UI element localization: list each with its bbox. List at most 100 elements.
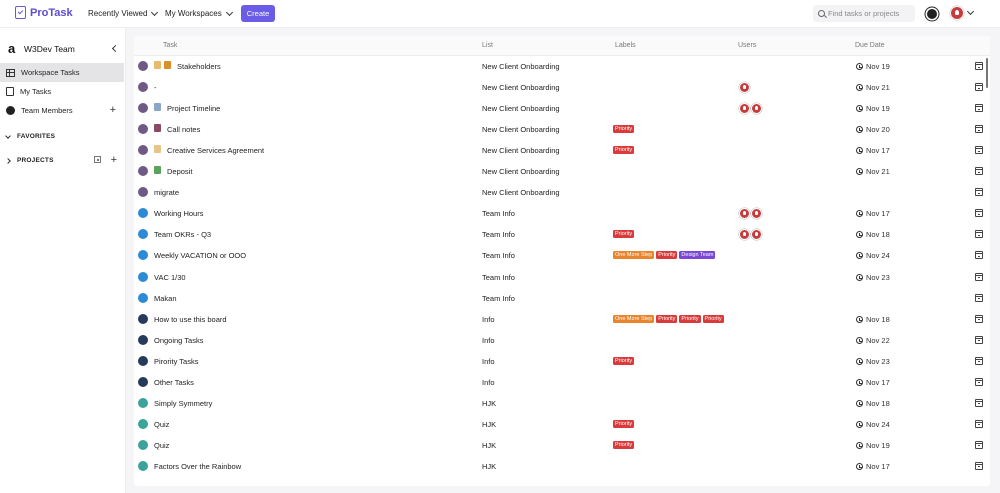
column-header-labels[interactable]: Labels (615, 42, 636, 49)
table-row[interactable]: Other Tasks Info Nov 17 (134, 372, 990, 393)
my-workspaces-dropdown[interactable]: My Workspaces (165, 8, 233, 18)
status-circle-icon[interactable] (138, 271, 148, 282)
projects-section[interactable]: PROJECTS (5, 157, 54, 164)
scrollbar[interactable] (986, 58, 988, 88)
status-circle-icon[interactable] (138, 355, 148, 366)
archive-icon[interactable] (975, 62, 983, 70)
task-name[interactable]: Pirority Tasks (154, 356, 199, 366)
recently-viewed-dropdown[interactable]: Recently Viewed (88, 8, 159, 18)
task-name[interactable]: Quiz (154, 419, 170, 429)
archive-icon[interactable] (975, 125, 983, 134)
status-circle-icon[interactable] (138, 103, 148, 114)
archive-icon[interactable] (975, 377, 983, 386)
status-circle-icon[interactable] (138, 166, 148, 177)
status-circle-icon[interactable] (138, 334, 148, 345)
status-circle-icon[interactable] (138, 460, 148, 471)
table-row[interactable]: Quiz HJK Priority Nov 19 (134, 435, 990, 456)
task-name[interactable]: Ongoing Tasks (154, 335, 204, 345)
label-badge[interactable]: One More Step (613, 251, 655, 260)
table-row[interactable]: Simply Symmetry HJK Nov 18 (134, 393, 990, 414)
table-row[interactable]: Project Timeline New Client Onboarding Nov… (134, 98, 990, 119)
table-row[interactable]: Factors Over the Rainbow HJK Nov 17 (134, 456, 990, 477)
favorites-section[interactable]: FAVORITES (5, 132, 55, 140)
label-badge[interactable]: Priority (613, 146, 635, 155)
due-date[interactable]: Nov 24 (856, 251, 890, 260)
archive-icon[interactable] (975, 188, 983, 197)
task-name[interactable]: migrate (154, 188, 180, 198)
search-input[interactable] (828, 9, 918, 18)
archive-icon[interactable] (975, 293, 983, 302)
due-date[interactable]: Nov 19 (856, 441, 890, 450)
status-circle-icon[interactable] (138, 187, 148, 198)
task-name[interactable]: Quiz (154, 440, 170, 450)
task-name[interactable]: - (154, 83, 157, 93)
due-date[interactable]: Nov 19 (856, 104, 890, 113)
due-date[interactable]: Nov 23 (856, 273, 890, 282)
due-date[interactable]: Nov 17 (856, 462, 890, 471)
create-button[interactable]: Create (241, 5, 275, 22)
due-date[interactable]: Nov 18 (856, 315, 890, 324)
table-row[interactable]: Call notes New Client Onboarding Priority N… (134, 119, 990, 140)
status-circle-icon[interactable] (138, 229, 148, 240)
archive-icon[interactable] (975, 104, 983, 113)
sidebar-item-team-members[interactable]: Team Members + (0, 101, 124, 120)
task-name[interactable]: Team OKRs - Q3 (154, 230, 212, 240)
status-circle-icon[interactable] (138, 397, 148, 408)
archive-icon[interactable] (975, 335, 983, 344)
avatar[interactable] (751, 229, 762, 241)
table-row[interactable]: Weekly VACATION or OOO Team Info One More … (134, 245, 990, 266)
sidebar-item-workspace-tasks[interactable]: Workspace Tasks (0, 63, 124, 82)
label-badge[interactable]: Priority (613, 356, 635, 365)
table-row[interactable]: Ongoing Tasks Info Nov 22 (134, 330, 990, 351)
task-name[interactable]: Simply Symmetry (154, 398, 213, 408)
due-date[interactable]: Nov 17 (856, 209, 890, 218)
due-date[interactable]: Nov 21 (856, 167, 890, 176)
avatar[interactable] (739, 208, 750, 220)
due-date[interactable]: Nov 24 (856, 420, 890, 429)
task-name[interactable]: Deposit (167, 167, 193, 177)
archive-icon[interactable] (975, 251, 983, 260)
task-name[interactable]: How to use this board (154, 314, 227, 324)
label-badge[interactable]: Priority (656, 314, 678, 323)
column-header-users[interactable]: Users (738, 42, 757, 49)
status-circle-icon[interactable] (138, 292, 148, 303)
archive-icon[interactable] (975, 272, 983, 281)
task-name[interactable]: Call notes (167, 125, 201, 135)
task-name[interactable]: Creative Services Agreement (167, 146, 265, 156)
due-date[interactable]: Nov 21 (856, 83, 890, 92)
archive-icon[interactable] (975, 461, 983, 470)
due-date[interactable]: Nov 17 (856, 378, 890, 387)
status-circle-icon[interactable] (138, 250, 148, 261)
task-name[interactable]: Factors Over the Rainbow (154, 461, 242, 471)
status-circle-icon[interactable] (138, 418, 148, 429)
table-row[interactable]: - New Client Onboarding Nov 21 (134, 77, 990, 98)
archive-icon[interactable] (975, 83, 983, 92)
status-circle-icon[interactable] (138, 145, 148, 156)
task-name[interactable]: VAC 1/30 (154, 272, 186, 282)
avatar[interactable] (739, 103, 750, 115)
status-circle-icon[interactable] (138, 313, 148, 324)
team-header[interactable]: a W3Dev Team (8, 41, 120, 56)
column-header-due-date[interactable]: Due Date (855, 42, 885, 49)
status-circle-icon[interactable] (138, 124, 148, 135)
archive-icon[interactable] (975, 230, 983, 239)
column-header-list[interactable]: List (482, 42, 493, 49)
due-date[interactable]: Nov 17 (856, 146, 890, 155)
status-circle-icon[interactable] (138, 376, 148, 387)
due-date[interactable]: Nov 20 (856, 125, 890, 134)
status-circle-icon[interactable] (138, 61, 148, 71)
label-badge[interactable]: Priority (679, 314, 701, 323)
task-name[interactable]: Makan (154, 293, 177, 303)
app-logo[interactable]: ProTask (15, 6, 73, 19)
label-badge[interactable]: Design Team (679, 251, 716, 260)
table-row[interactable]: migrate New Client Onboarding (134, 182, 990, 203)
table-row[interactable]: Makan Team Info (134, 288, 990, 309)
due-date[interactable]: Nov 23 (856, 357, 890, 366)
table-row[interactable]: Pirority Tasks Info Priority Nov 23 (134, 351, 990, 372)
archive-icon[interactable] (975, 209, 983, 218)
add-member-icon[interactable]: + (109, 104, 116, 116)
task-name[interactable]: Weekly VACATION or OOO (154, 251, 247, 261)
board-view-icon[interactable] (94, 156, 101, 163)
label-badge[interactable]: One More Step (613, 314, 655, 323)
table-row[interactable]: How to use this board Info One More Step Pr… (134, 309, 990, 330)
